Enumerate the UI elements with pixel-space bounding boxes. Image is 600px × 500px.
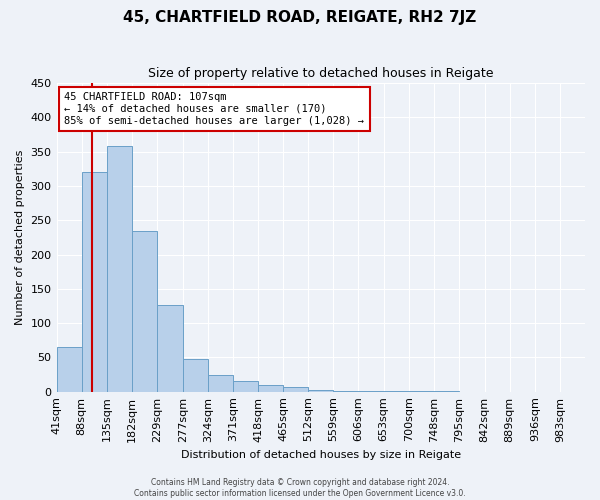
Bar — [308, 390, 334, 392]
Bar — [56, 347, 82, 392]
Bar — [334, 391, 358, 392]
Bar — [132, 230, 157, 392]
Text: 45 CHARTFIELD ROAD: 107sqm
← 14% of detached houses are smaller (170)
85% of sem: 45 CHARTFIELD ROAD: 107sqm ← 14% of deta… — [64, 92, 364, 126]
Bar — [107, 146, 132, 392]
Bar — [283, 387, 308, 392]
X-axis label: Distribution of detached houses by size in Reigate: Distribution of detached houses by size … — [181, 450, 461, 460]
Bar — [434, 391, 460, 392]
Title: Size of property relative to detached houses in Reigate: Size of property relative to detached ho… — [148, 68, 494, 80]
Text: Contains HM Land Registry data © Crown copyright and database right 2024.
Contai: Contains HM Land Registry data © Crown c… — [134, 478, 466, 498]
Bar — [383, 391, 409, 392]
Bar — [82, 172, 107, 392]
Bar — [208, 374, 233, 392]
Bar — [358, 391, 383, 392]
Y-axis label: Number of detached properties: Number of detached properties — [15, 150, 25, 325]
Bar — [233, 382, 258, 392]
Text: 45, CHARTFIELD ROAD, REIGATE, RH2 7JZ: 45, CHARTFIELD ROAD, REIGATE, RH2 7JZ — [124, 10, 476, 25]
Bar — [258, 385, 283, 392]
Bar — [182, 360, 208, 392]
Bar — [409, 391, 434, 392]
Bar — [157, 306, 182, 392]
